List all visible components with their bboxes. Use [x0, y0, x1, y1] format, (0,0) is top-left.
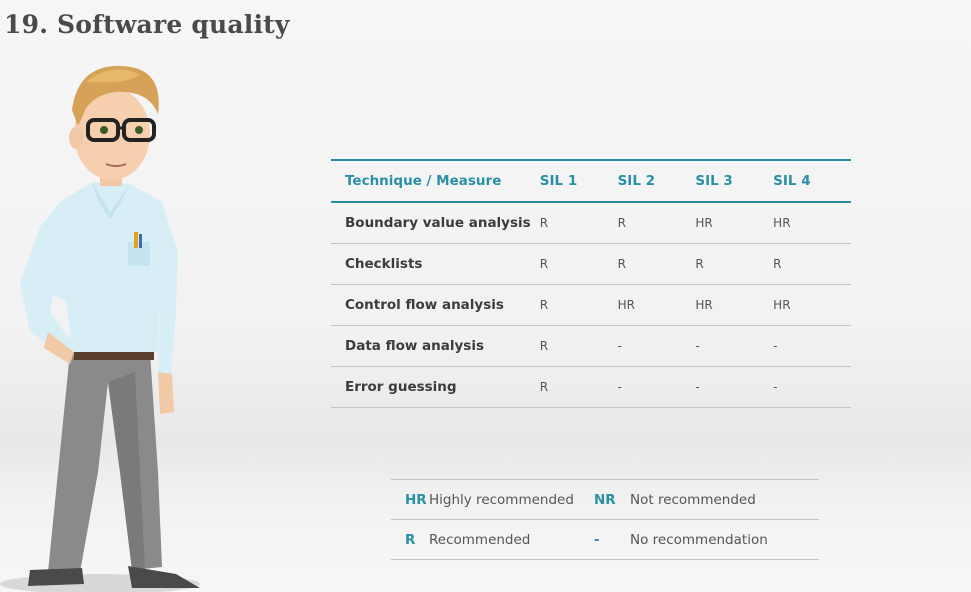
presenter-illustration	[0, 65, 200, 592]
technique-name: Checklists	[345, 256, 423, 272]
header-technique: Technique / Measure	[345, 173, 502, 189]
sil-value: -	[617, 339, 622, 353]
table-row: Control flow analysis R HR HR HR	[331, 285, 851, 326]
technique-name: Data flow analysis	[345, 338, 484, 354]
legend-abbr: -	[594, 531, 600, 548]
sil-value: HR	[773, 298, 791, 312]
legend-description: No recommendation	[630, 531, 768, 548]
technique-name: Control flow analysis	[345, 297, 504, 313]
legend-description: Not recommended	[630, 491, 756, 508]
legend-description: Recommended	[429, 531, 531, 548]
techniques-table: Technique / Measure SIL 1 SIL 2 SIL 3 SI…	[331, 159, 851, 408]
table-row: Boundary value analysis R R HR HR	[331, 202, 851, 244]
table-row: Data flow analysis R - - -	[331, 326, 851, 367]
legend-description: Highly recommended	[429, 491, 574, 508]
sil-value: HR	[617, 298, 635, 312]
header-sil-1: SIL 1	[539, 173, 578, 189]
sil-value: -	[773, 339, 778, 353]
sil-value: R	[695, 257, 704, 271]
sil-value: R	[617, 257, 626, 271]
legend-abbr: HR	[405, 491, 427, 508]
sil-value: R	[539, 298, 549, 312]
legend-row: HR Highly recommended NR Not recommended	[391, 479, 819, 520]
sil-value: HR	[695, 298, 713, 312]
sil-value: R	[539, 380, 549, 394]
sil-value: R	[539, 257, 549, 271]
sil-value: R	[539, 339, 549, 353]
table-row: Checklists R R R R	[331, 244, 851, 285]
sil-value: R	[539, 216, 549, 230]
sil-value: R	[773, 257, 782, 271]
sil-value: -	[773, 380, 778, 394]
floor-background	[0, 446, 971, 592]
table-row: Error guessing R - - -	[331, 367, 851, 408]
sil-value: -	[695, 380, 700, 394]
technique-name: Boundary value analysis	[345, 215, 531, 231]
legend-table: HR Highly recommended NR Not recommended…	[391, 479, 819, 560]
technique-name: Error guessing	[345, 379, 457, 395]
header-sil-4: SIL 4	[773, 173, 811, 189]
header-sil-3: SIL 3	[695, 173, 733, 189]
legend-row: R Recommended - No recommendation	[391, 519, 819, 560]
table-header-row: Technique / Measure SIL 1 SIL 2 SIL 3 SI…	[331, 160, 851, 202]
sil-value: -	[617, 380, 622, 394]
sil-value: HR	[773, 216, 791, 230]
header-sil-2: SIL 2	[617, 173, 656, 189]
sil-value: HR	[695, 216, 713, 230]
sil-value: -	[695, 339, 700, 353]
legend-abbr: R	[405, 531, 416, 548]
legend-abbr: NR	[594, 491, 616, 508]
slide-title: 19. Software quality	[4, 10, 290, 39]
sil-value: R	[617, 216, 626, 230]
